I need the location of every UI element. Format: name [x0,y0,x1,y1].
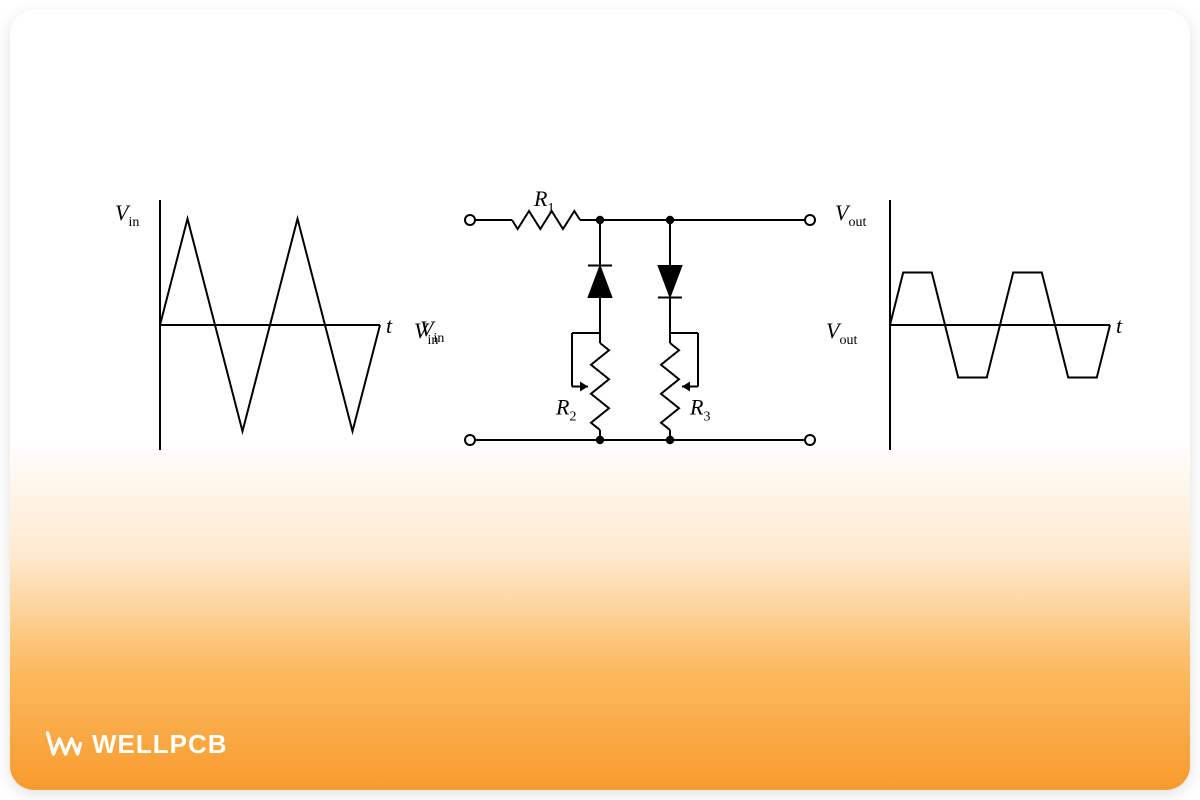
input-waveform: Vin t [115,200,393,450]
svg-text:R1: R1 [533,186,554,216]
svg-text:R2: R2 [555,395,576,425]
clipper-circuit: R1VinVinVoutR2R3 [414,186,857,445]
output-waveform: Vout t [835,200,1123,450]
brand-logo-mark [46,730,82,760]
svg-text:Vin: Vin [414,318,438,348]
svg-text:R3: R3 [689,395,710,425]
svg-text:Vin: Vin [115,200,139,230]
diagram-container: Vin t Vout t R1 Vin Vin Vout R2 R3 [10,10,1190,790]
brand-logo: WELLPCB [46,729,228,760]
clipper-circuit-diagram: Vin t Vout t R1 Vin Vin Vout R2 R3 [10,10,1190,790]
svg-text:t: t [1116,313,1123,338]
svg-text:Vout: Vout [835,200,866,230]
card: Vin t Vout t R1 Vin Vin Vout R2 R3 WELLPCB [10,10,1190,790]
svg-text:Vout: Vout [826,318,857,348]
svg-text:t: t [386,313,393,338]
brand-logo-text: WELLPCB [92,729,228,760]
